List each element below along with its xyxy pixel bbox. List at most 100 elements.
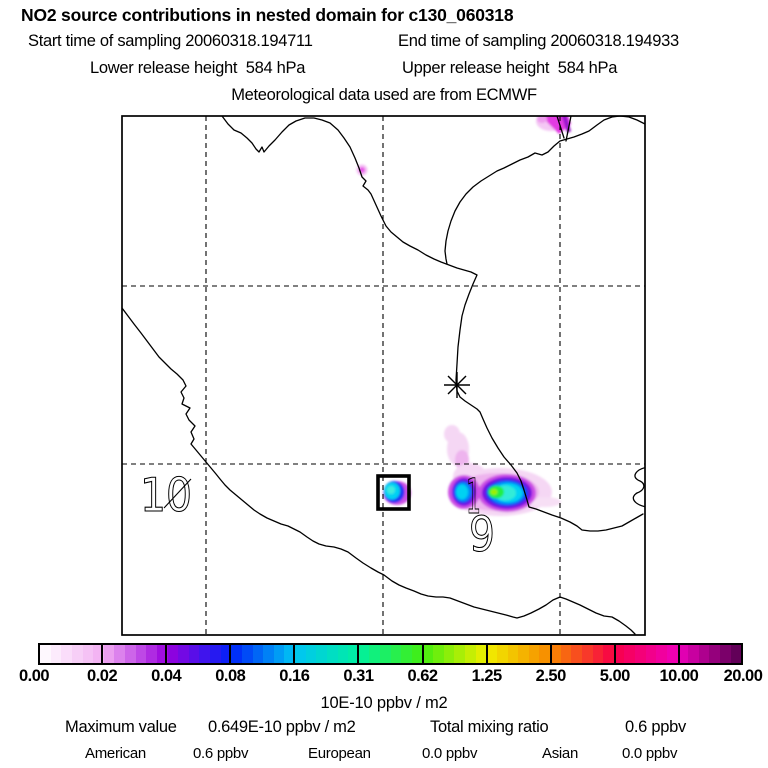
region-number-10: 10 [140,468,192,522]
colorbar-cell [146,645,157,663]
source-american-label: American [85,745,146,762]
colorbar-tick-label: 1.25 [471,667,503,685]
colorbar-cell [273,645,285,663]
colorbar-cell [50,645,62,663]
met-source-text: Meteorological data used are from ECMWF [231,86,537,104]
colorbar-cell [390,645,402,663]
colorbar-cell [443,645,455,663]
colorbar-cell [709,645,720,663]
colorbar-divider [293,643,296,665]
colorbar-cell [401,645,412,663]
colorbar-cell [252,645,264,663]
colorbar-cell [496,645,508,663]
source-american-value: 0.6 ppbv [193,745,249,762]
colorbar-cell [465,645,476,663]
source-european-value: 0.0 ppbv [422,745,478,762]
colorbar-cell [125,645,136,663]
colorbar-cell [40,645,51,663]
max-value-label: Maximum value [65,718,177,736]
colorbar-cell [550,645,561,663]
colorbar-cell [411,645,423,663]
colorbar-cell [220,645,232,663]
colorbar-cell [475,645,487,663]
max-value-number: 0.649E-10 ppbv / m2 [208,718,356,736]
colorbar-divider [549,643,552,665]
lower-release-text: Lower release height 584 hPa [90,59,306,77]
colorbar-tick-label: 0.16 [279,667,310,685]
colorbar-cell [61,645,72,663]
colorbar-cell [433,645,444,663]
colorbar-cell [199,645,210,663]
colorbar-tick-label: 20.00 [723,667,763,685]
colorbar-cell [114,645,125,663]
colorbar-divider [229,643,232,665]
colorbar-cell [688,645,699,663]
colorbar-cell [241,645,253,663]
colorbar-cell [82,645,94,663]
colorbar-cell [231,645,242,663]
secondary-spot-blob [536,116,572,134]
colorbar-cell [178,645,189,663]
colorbar-cell [560,645,572,663]
colorbar-divider [613,643,616,665]
colorbar-divider [357,643,360,665]
colorbar-cell [624,645,635,663]
colorbar-cell [93,645,104,663]
colorbar-cell [539,645,550,663]
colorbar-cell [486,645,497,663]
colorbar-cell [369,645,380,663]
colorbar-cell [103,645,115,663]
colorbar-cell [571,645,582,663]
colorbar-cell [507,645,519,663]
plot-title: NO2 source contributions in nested domai… [21,5,514,25]
colorbar-divider [165,643,168,665]
colorbar-cell [135,645,147,663]
colorbar-tick-label: 0.02 [87,667,118,685]
coastline-paths [122,116,645,635]
colorbar-tick-label: 2.50 [535,667,567,685]
colorbar [38,643,743,665]
colorbar-divider [485,643,488,665]
total-mixing-ratio-value: 0.6 ppbv [625,718,686,736]
colorbar-tick-label: 0.08 [215,667,246,685]
colorbar-cell [613,645,625,663]
upper-release-text: Upper release height 584 hPa [402,59,618,77]
colorbar-cell [422,645,434,663]
graticule-gridlines [122,116,645,635]
map-frame [121,115,646,636]
boxed-cell-blob [383,481,411,505]
start-time-text: Start time of sampling 20060318.194711 [28,32,313,50]
colorbar-cell [284,645,295,663]
colorbar-cell [454,645,465,663]
colorbar-cell [720,645,731,663]
colorbar-cell [380,645,391,663]
source-asian-label: Asian [542,745,579,762]
colorbar-cell [358,645,370,663]
colorbar-tick-label: 5.00 [599,667,631,685]
colorbar-cell [305,645,317,663]
colorbar-cell [167,645,179,663]
colorbar-cell [528,645,540,663]
colorbar-cell [603,645,614,663]
total-mixing-ratio-label: Total mixing ratio [430,718,549,736]
colorbar-cell [677,645,689,663]
colorbar-tick-label: 0.00 [18,667,50,685]
source-european-label: European [308,745,371,762]
colorbar-divider [677,643,680,665]
colorbar-cell [581,645,593,663]
colorbar-divider [421,643,424,665]
colorbar-cell [326,645,338,663]
region-number-1: 1 [466,469,481,525]
region-number-9: 9 [469,507,495,563]
colorbar-tick-label: 0.31 [343,667,374,685]
colorbar-cell [71,645,83,663]
slashed-zero-stroke [163,478,192,509]
colorbar-units-label: 10E-10 ppbv / m2 [320,694,448,712]
colorbar-cell [156,645,168,663]
colorbar-cell [337,645,349,663]
highlight-source-box [376,474,411,511]
colorbar-divider [101,643,104,665]
colorbar-cell [263,645,274,663]
colorbar-cell [635,645,646,663]
